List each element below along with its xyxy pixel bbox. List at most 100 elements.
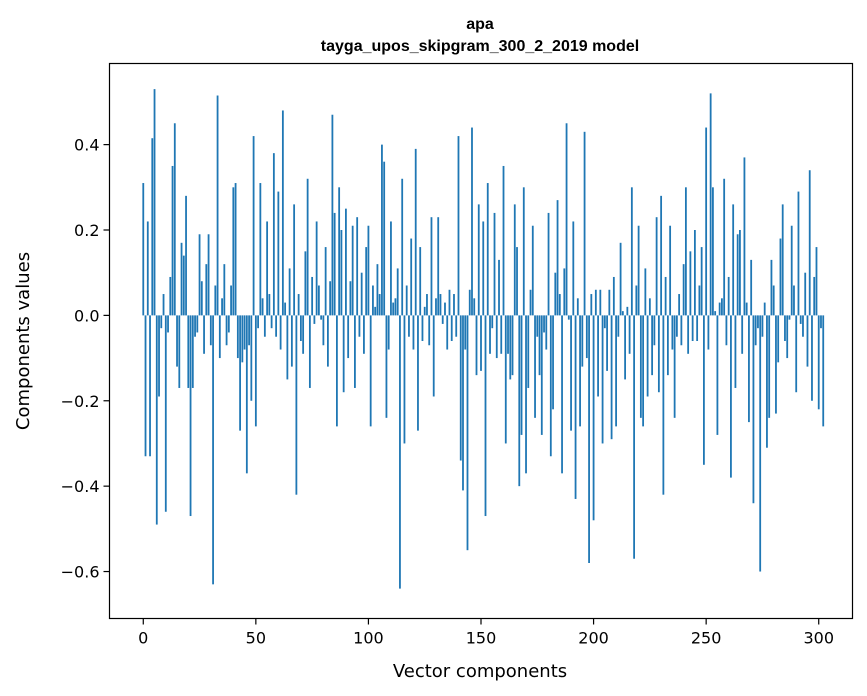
bar xyxy=(594,289,597,316)
bar xyxy=(721,298,723,316)
bar xyxy=(493,212,496,316)
bar xyxy=(626,306,629,316)
bar xyxy=(149,315,151,457)
bar xyxy=(707,315,710,350)
bar xyxy=(414,148,417,316)
bar xyxy=(290,315,293,367)
bar xyxy=(777,315,780,363)
bar xyxy=(281,110,284,316)
bar xyxy=(525,315,527,474)
bar xyxy=(372,285,374,316)
bar xyxy=(770,259,773,316)
bar xyxy=(540,315,543,435)
bar xyxy=(579,315,581,427)
bar xyxy=(426,294,428,316)
bar xyxy=(207,234,210,316)
bar xyxy=(369,315,372,427)
bar xyxy=(799,315,802,324)
bar xyxy=(439,294,442,316)
bar xyxy=(608,289,611,316)
bar xyxy=(558,294,561,316)
bar xyxy=(263,315,266,337)
bar xyxy=(198,234,201,316)
bar xyxy=(599,289,602,316)
y-tick-label: 0.2 xyxy=(74,221,99,240)
bar xyxy=(232,187,235,316)
bar xyxy=(504,315,507,444)
bar xyxy=(703,315,705,465)
bar xyxy=(820,315,822,329)
bar xyxy=(675,315,678,337)
bar xyxy=(329,281,332,316)
bar xyxy=(151,138,154,316)
bar xyxy=(144,315,147,457)
y-tick-label: −0.4 xyxy=(61,477,100,496)
bar xyxy=(297,294,300,316)
bar xyxy=(182,255,185,316)
bar xyxy=(651,315,654,376)
bar xyxy=(630,187,633,316)
chart-title: apa xyxy=(466,16,494,33)
bar xyxy=(234,183,237,316)
bar xyxy=(268,294,271,316)
bar xyxy=(518,315,521,487)
bar xyxy=(441,315,444,324)
bar-series xyxy=(142,89,825,589)
y-tick-label: 0.0 xyxy=(74,306,99,325)
bar xyxy=(299,315,302,341)
bar xyxy=(203,315,205,354)
bar xyxy=(610,315,613,440)
bar xyxy=(376,264,379,316)
bar xyxy=(718,302,721,316)
x-tick-label: 100 xyxy=(353,629,384,648)
bar xyxy=(633,315,635,559)
bar xyxy=(536,315,539,337)
bar xyxy=(374,306,377,316)
bar xyxy=(489,315,491,354)
bar xyxy=(178,315,181,388)
bar xyxy=(279,315,282,350)
bar xyxy=(554,272,557,316)
bar xyxy=(250,315,253,401)
bar xyxy=(752,315,755,504)
bar xyxy=(567,315,570,320)
bar xyxy=(565,123,568,316)
bar xyxy=(396,268,399,316)
bar xyxy=(457,136,460,316)
bar xyxy=(378,294,381,316)
bar xyxy=(628,315,631,354)
bar xyxy=(644,268,647,316)
x-tick-label: 50 xyxy=(246,629,266,648)
x-tick-label: 200 xyxy=(578,629,609,648)
bar xyxy=(245,315,248,474)
bar xyxy=(793,285,795,316)
bar xyxy=(435,298,437,316)
bar xyxy=(277,191,280,316)
bar xyxy=(185,195,187,316)
bar xyxy=(333,212,336,316)
bar xyxy=(606,315,608,371)
bar xyxy=(275,315,278,337)
bar xyxy=(495,315,498,359)
bar xyxy=(739,230,741,316)
bar xyxy=(187,315,190,388)
bar xyxy=(576,298,579,316)
bar xyxy=(317,285,320,316)
bar xyxy=(549,315,552,457)
bar xyxy=(365,247,368,316)
bar xyxy=(500,315,503,354)
bar xyxy=(509,315,512,380)
bar xyxy=(342,315,345,393)
bar xyxy=(471,127,473,316)
bar xyxy=(167,315,169,333)
bar xyxy=(642,315,645,427)
bar xyxy=(437,217,440,316)
bar xyxy=(363,315,365,354)
bar xyxy=(475,315,478,376)
bar xyxy=(806,315,809,367)
bar xyxy=(236,315,239,359)
bar xyxy=(775,315,777,414)
bar xyxy=(336,315,338,427)
bar xyxy=(572,221,575,316)
bar xyxy=(345,208,347,316)
